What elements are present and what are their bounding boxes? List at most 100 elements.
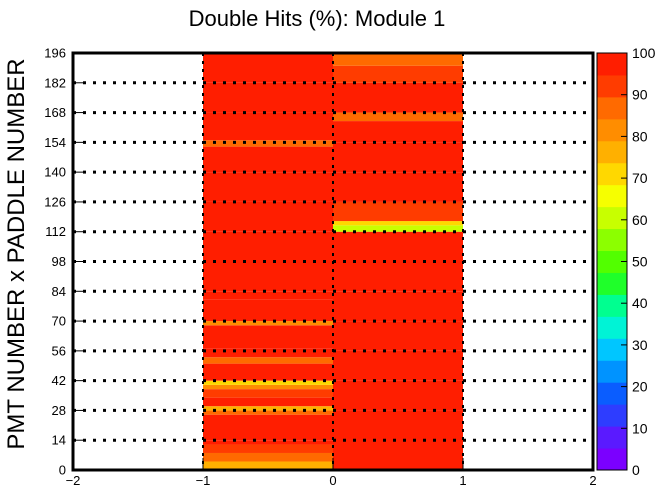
heatmap-cell-1-7: [333, 225, 463, 232]
heatmap-cell-1-1: [333, 380, 463, 411]
color-scale-label: 100: [632, 45, 656, 61]
heatmap-cell-0-23: [203, 140, 333, 147]
heatmap-cell-0-11: [203, 363, 333, 381]
heatmap-cell-1-6: [333, 231, 463, 262]
heatmap-cell-0-18: [203, 261, 333, 292]
heatmap-cell-0-26: [203, 53, 333, 83]
heatmap-cell-0-7: [203, 397, 333, 407]
color-scale-label: 30: [632, 337, 648, 353]
y-tick-label: 112: [45, 224, 66, 239]
y-tick-label: 0: [59, 463, 66, 478]
color-scale-band: [597, 316, 627, 339]
color-scale-label: 10: [632, 420, 648, 436]
x-tick-label: 0: [329, 473, 336, 488]
heatmap-cell-0-8: [203, 389, 333, 398]
heatmap-cell-1-3: [333, 321, 463, 351]
heatmap-cell-0-3: [203, 440, 333, 445]
heatmap-cell-0-12: [203, 357, 333, 364]
heatmap-cell-0-6: [203, 406, 333, 411]
color-scale-band: [597, 404, 627, 427]
heatmap-cell-0-14: [203, 325, 333, 349]
heatmap-cell-0-19: [203, 231, 333, 262]
heatmap-cell-0-13: [203, 348, 333, 358]
heatmap-cell-1-9: [333, 201, 463, 222]
heatmap-cell-1-12: [333, 121, 463, 143]
color-scale-label: 50: [632, 254, 648, 270]
color-scale-band: [597, 140, 627, 164]
y-tick-label: 182: [44, 75, 66, 90]
heatmap-cell-0-16: [203, 299, 333, 322]
color-scale-band: [597, 184, 627, 208]
color-scale: 0 10 20 30 40 50 60 70 80 90 100: [596, 45, 656, 478]
color-scale-band: [597, 360, 627, 383]
color-scale-band: [597, 250, 627, 273]
color-scale-band: [597, 448, 627, 471]
heatmap-cell-1-4: [333, 291, 463, 322]
heatmap-cell-1-2: [333, 350, 463, 381]
color-scale-band: [597, 162, 627, 186]
x-tick-label: −2: [66, 473, 81, 488]
heatmap-cell-0-0: [203, 461, 333, 470]
grid-lines: [73, 53, 593, 470]
y-tick-label: 140: [44, 165, 66, 180]
chart-title: Double Hits (%): Module 1: [189, 6, 446, 31]
color-scale-label: 20: [632, 379, 648, 395]
color-scale-label: 60: [632, 212, 648, 228]
x-tick-label: 2: [589, 473, 596, 488]
color-scale-band: [597, 382, 627, 405]
y-tick-label: 56: [52, 343, 66, 358]
heatmap-cell-0-1: [203, 452, 333, 462]
y-tick-label: 126: [44, 194, 66, 209]
color-scale-band: [597, 272, 627, 295]
y-tick-label: 84: [52, 284, 66, 299]
heatmap-cell-0-15: [203, 321, 333, 326]
color-scale-band: [597, 228, 627, 252]
color-scale-band: [597, 338, 627, 361]
heatmap-cell-1-16: [333, 53, 463, 66]
heatmap-cell-0-24: [203, 112, 333, 141]
heatmap-cell-1-13: [333, 112, 463, 122]
y-tick-label: 168: [44, 105, 66, 120]
heatmap-cell-0-10: [203, 380, 333, 385]
y-axis-label: PMT NUMBER x PADDLE NUMBER: [3, 58, 30, 449]
heatmap-cell-0-4: [203, 414, 333, 441]
y-tick-label: 154: [44, 135, 66, 150]
heatmap-cell-0-25: [203, 82, 333, 113]
y-tick-label: 196: [44, 46, 66, 61]
heatmap-cell-0-20: [203, 201, 333, 232]
heatmap-cell-0-21: [203, 172, 333, 202]
x-axis: −2 −1 0 1 2: [66, 458, 597, 488]
color-scale-label: 0: [632, 462, 640, 478]
x-tick-label: −1: [196, 473, 211, 488]
heatmap-cell-1-14: [333, 82, 463, 113]
y-tick-label: 98: [52, 254, 66, 269]
heatmap-cell-1-5: [333, 261, 463, 292]
color-scale-label: 90: [632, 87, 648, 103]
heatmap-cell-1-11: [333, 142, 463, 173]
color-scale-band: [597, 96, 627, 120]
color-scale-band: [597, 206, 627, 230]
x-tick-label: 1: [459, 473, 466, 488]
heatmap-cells: [203, 53, 463, 470]
heatmap-cell-0-17: [203, 291, 333, 300]
y-tick-label: 28: [52, 403, 66, 418]
color-scale-label: 80: [632, 128, 648, 144]
heatmap-cell-1-8: [333, 221, 463, 226]
heatmap-cell-1-10: [333, 172, 463, 202]
heatmap-cell-0-5: [203, 410, 333, 415]
heatmap-cell-0-22: [203, 146, 333, 173]
color-scale-label: 70: [632, 170, 648, 186]
color-scale-label: 40: [632, 295, 648, 311]
y-axis: 0 14 28 42 56 70 84 98 112 126 140 154 168 182 196: [44, 46, 83, 478]
heatmap-cell-0-9: [203, 384, 333, 390]
color-scale-band: [597, 294, 627, 317]
color-scale-band: [597, 426, 627, 449]
heatmap-cell-0-2: [203, 444, 333, 453]
y-tick-label: 70: [52, 314, 66, 329]
heatmap-cell-1-15: [333, 65, 463, 83]
color-scale-band: [597, 53, 627, 76]
color-scale-band: [597, 74, 627, 98]
y-tick-label: 14: [52, 433, 66, 448]
